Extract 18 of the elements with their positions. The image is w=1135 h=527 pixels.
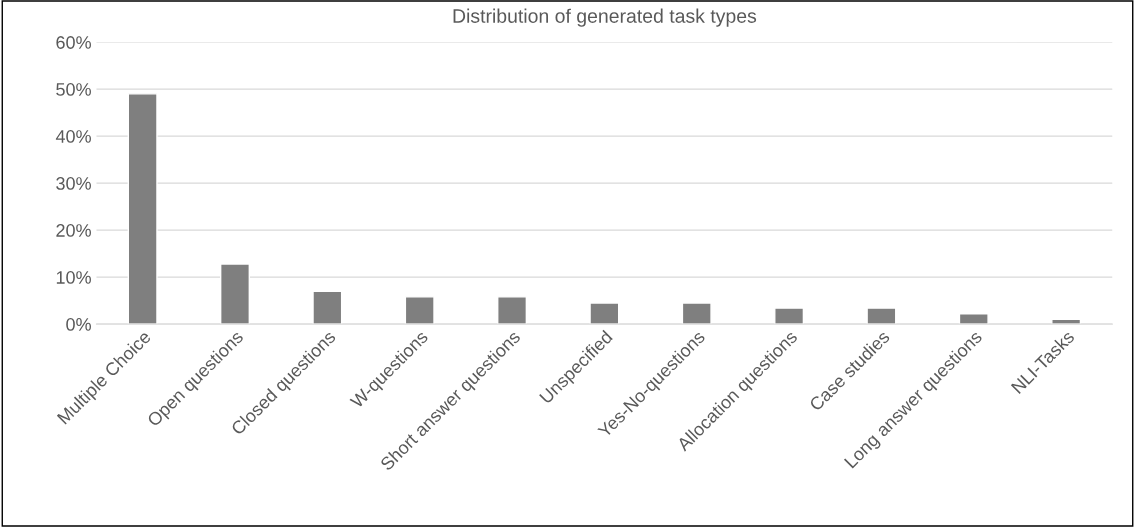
bar xyxy=(774,307,805,325)
bar xyxy=(312,290,343,325)
y-tick-label: 50% xyxy=(56,83,91,96)
y-tick-label: 30% xyxy=(56,177,91,190)
bar xyxy=(127,93,158,325)
bar xyxy=(589,302,620,325)
bar xyxy=(404,296,435,325)
bar xyxy=(866,307,897,325)
chart-title: Distribution of generated task types xyxy=(453,8,757,27)
bar xyxy=(681,302,712,325)
y-tick-label: 40% xyxy=(55,130,91,143)
y-tick-label: 10% xyxy=(56,271,91,284)
y-tick-label: 20% xyxy=(56,224,91,237)
bar xyxy=(219,263,251,325)
bar xyxy=(497,296,528,325)
bar xyxy=(958,313,989,325)
y-tick-label: 60% xyxy=(56,36,91,49)
y-tick-label: 0% xyxy=(66,318,91,331)
